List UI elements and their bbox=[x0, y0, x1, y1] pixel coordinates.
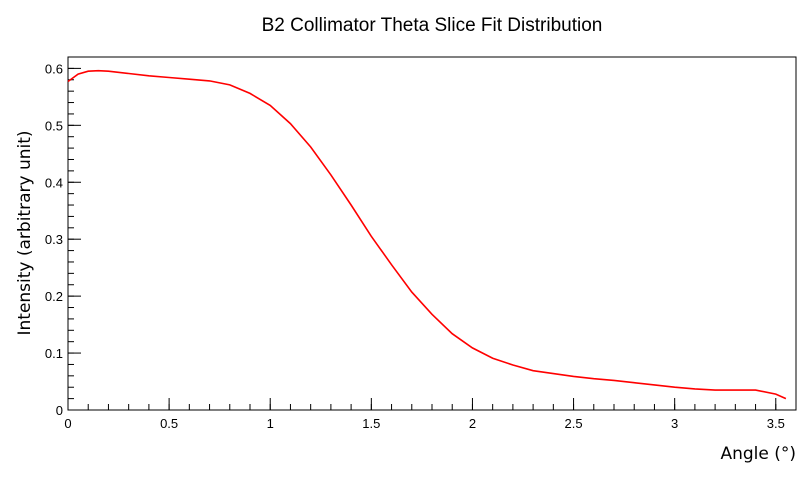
x-tick-label: 3.5 bbox=[767, 416, 785, 431]
y-tick-label: 0.3 bbox=[45, 232, 63, 247]
plot-frame bbox=[67, 56, 797, 411]
y-tick-label: 0.6 bbox=[45, 61, 63, 76]
y-tick-label: 0.1 bbox=[45, 346, 63, 361]
y-tick-label: 0.5 bbox=[45, 118, 63, 133]
x-tick-label: 1.5 bbox=[362, 416, 380, 431]
x-axis: 0 0.5 1 1.5 2 2.5 3 3.5 bbox=[64, 398, 797, 431]
x-axis-title: Angle (°) bbox=[720, 444, 796, 464]
x-tick-label: 0 bbox=[64, 416, 71, 431]
x-tick-label: 1 bbox=[267, 416, 274, 431]
y-tick-label: 0 bbox=[56, 403, 63, 418]
series-line bbox=[67, 69, 787, 400]
y-tick-label: 0.4 bbox=[45, 175, 63, 190]
y-axis: 0 0.1 0.2 0.3 0.4 0.5 0.6 bbox=[45, 56, 81, 418]
x-tick-label: 3 bbox=[671, 416, 678, 431]
x-tick-label: 2.5 bbox=[565, 416, 583, 431]
x-tick-label: 2 bbox=[469, 416, 476, 431]
y-axis-title: Intensity (arbitrary unit) bbox=[15, 130, 35, 335]
chart-title: B2 Collimator Theta Slice Fit Distributi… bbox=[262, 15, 603, 36]
x-tick-label: 0.5 bbox=[160, 416, 178, 431]
y-tick-label: 0.2 bbox=[45, 289, 63, 304]
